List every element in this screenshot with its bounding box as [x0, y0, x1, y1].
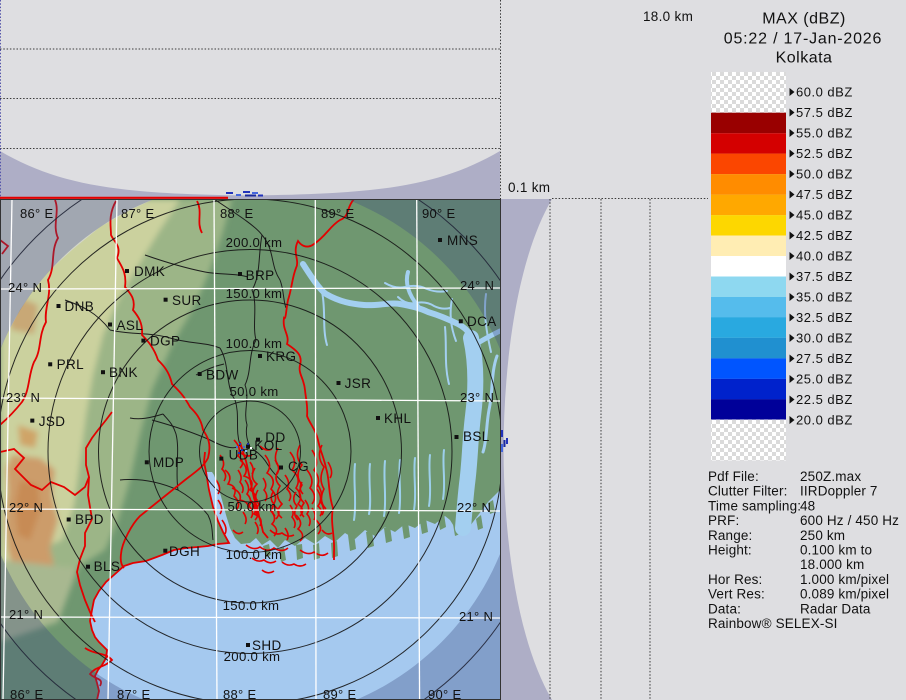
- svg-text:86° E: 86° E: [20, 206, 53, 221]
- svg-text:88° E: 88° E: [223, 687, 256, 700]
- svg-text:BRP: BRP: [246, 268, 275, 283]
- svg-text:200.0 km: 200.0 km: [224, 649, 281, 664]
- svg-text:PRF:: PRF:: [708, 513, 739, 528]
- svg-text:100.0 km: 100.0 km: [226, 336, 283, 351]
- svg-text:600 Hz / 450 Hz: 600 Hz / 450 Hz: [800, 513, 899, 528]
- svg-text:MAX (dBZ): MAX (dBZ): [762, 11, 846, 28]
- svg-text:DNB: DNB: [65, 299, 95, 314]
- svg-text:Kolkata: Kolkata: [776, 50, 833, 67]
- svg-text:60.0 dBZ: 60.0 dBZ: [796, 85, 853, 100]
- svg-text:90° E: 90° E: [428, 687, 461, 700]
- svg-text:250Z.max: 250Z.max: [800, 469, 861, 484]
- svg-text:BNK: BNK: [109, 365, 138, 380]
- svg-text:21° N: 21° N: [459, 609, 493, 624]
- svg-text:IIRDoppler 7: IIRDoppler 7: [800, 484, 878, 499]
- svg-text:37.5 dBZ: 37.5 dBZ: [796, 269, 853, 284]
- svg-text:50.0 dBZ: 50.0 dBZ: [796, 167, 853, 182]
- svg-text:89° E: 89° E: [321, 206, 354, 221]
- svg-text:90° E: 90° E: [422, 206, 455, 221]
- svg-text:18.000 km: 18.000 km: [800, 557, 864, 572]
- svg-text:UDB: UDB: [229, 448, 259, 463]
- svg-text:22.5 dBZ: 22.5 dBZ: [796, 392, 853, 407]
- svg-text:30.0 dBZ: 30.0 dBZ: [796, 331, 853, 346]
- svg-text:50.0 km: 50.0 km: [227, 499, 276, 514]
- svg-text:24° N: 24° N: [8, 280, 42, 295]
- svg-text:MNS: MNS: [447, 233, 478, 248]
- svg-text:DCA: DCA: [467, 314, 497, 329]
- svg-text:DMK: DMK: [134, 264, 165, 279]
- svg-text:25.0 dBZ: 25.0 dBZ: [796, 372, 853, 387]
- svg-text:27.5 dBZ: 27.5 dBZ: [796, 351, 853, 366]
- svg-text:JSD: JSD: [39, 414, 66, 429]
- svg-text:40.0 dBZ: 40.0 dBZ: [796, 249, 853, 264]
- svg-text:Pdf File:: Pdf File:: [708, 469, 759, 484]
- svg-text:57.5 dBZ: 57.5 dBZ: [796, 105, 853, 120]
- svg-text:52.5 dBZ: 52.5 dBZ: [796, 146, 853, 161]
- svg-text:Height:: Height:: [708, 543, 752, 558]
- svg-text:Clutter Filter:: Clutter Filter:: [708, 484, 788, 499]
- svg-text:DD: DD: [265, 430, 285, 445]
- svg-text:200.0 km: 200.0 km: [226, 235, 283, 250]
- svg-text:250 km: 250 km: [800, 528, 845, 543]
- svg-text:Radar Data: Radar Data: [800, 601, 871, 616]
- svg-text:87° E: 87° E: [117, 687, 150, 700]
- svg-text:0.089 km/pixel: 0.089 km/pixel: [800, 587, 889, 602]
- svg-text:18.0 km: 18.0 km: [643, 9, 693, 24]
- svg-text:23° N: 23° N: [460, 390, 494, 405]
- svg-text:Data:: Data:: [708, 601, 741, 616]
- svg-text:45.0 dBZ: 45.0 dBZ: [796, 208, 853, 223]
- svg-text:55.0 dBZ: 55.0 dBZ: [796, 126, 853, 141]
- svg-text:32.5 dBZ: 32.5 dBZ: [796, 310, 853, 325]
- svg-text:Range:: Range:: [708, 528, 752, 543]
- svg-text:DGH: DGH: [169, 544, 200, 559]
- svg-text:0.1 km: 0.1 km: [508, 180, 550, 195]
- svg-text:1.000 km/pixel: 1.000 km/pixel: [800, 572, 889, 587]
- svg-text:22° N: 22° N: [457, 500, 491, 515]
- svg-text:35.0 dBZ: 35.0 dBZ: [796, 290, 853, 305]
- svg-text:PRL: PRL: [57, 357, 85, 372]
- svg-text:50.0 km: 50.0 km: [229, 384, 278, 399]
- svg-text:0.100 km to: 0.100 km to: [800, 543, 872, 558]
- svg-text:150.0 km: 150.0 km: [223, 598, 280, 613]
- svg-text:89° E: 89° E: [323, 687, 356, 700]
- svg-text:05:22 / 17-Jan-2026: 05:22 / 17-Jan-2026: [724, 31, 882, 48]
- svg-text:BPD: BPD: [75, 512, 104, 527]
- svg-text:21° N: 21° N: [9, 607, 43, 622]
- svg-text:ASL: ASL: [117, 318, 144, 333]
- svg-text:100.0 km: 100.0 km: [226, 547, 283, 562]
- svg-text:KHL: KHL: [384, 411, 412, 426]
- svg-text:22° N: 22° N: [9, 500, 43, 515]
- svg-text:23° N: 23° N: [6, 390, 40, 405]
- svg-text:Hor Res:: Hor Res:: [708, 572, 762, 587]
- svg-text:Vert Res:: Vert Res:: [708, 587, 765, 602]
- svg-text:47.5 dBZ: 47.5 dBZ: [796, 187, 853, 202]
- svg-text:86° E: 86° E: [10, 687, 43, 700]
- svg-text:BDW: BDW: [206, 368, 239, 383]
- svg-text:42.5 dBZ: 42.5 dBZ: [796, 228, 853, 243]
- svg-text:20.0 dBZ: 20.0 dBZ: [796, 413, 853, 428]
- svg-text:BLS: BLS: [94, 559, 121, 574]
- svg-text:Rainbow® SELEX-SI: Rainbow® SELEX-SI: [708, 616, 838, 631]
- svg-text:88° E: 88° E: [220, 206, 253, 221]
- svg-text:CG: CG: [288, 459, 309, 474]
- svg-text:JSR: JSR: [345, 376, 372, 391]
- svg-text:150.0 km: 150.0 km: [226, 286, 283, 301]
- svg-text:Time sampling:: Time sampling:: [708, 498, 801, 513]
- svg-text:MDP: MDP: [153, 455, 184, 470]
- svg-text:KOL: KOL: [254, 438, 282, 453]
- svg-text:DGP: DGP: [150, 334, 180, 349]
- svg-text:BSL: BSL: [463, 429, 490, 444]
- svg-text:SUR: SUR: [172, 293, 202, 308]
- svg-text:87° E: 87° E: [121, 206, 154, 221]
- svg-text:KRG: KRG: [266, 349, 296, 364]
- svg-text:SHD: SHD: [252, 638, 282, 653]
- svg-text:24° N: 24° N: [460, 278, 494, 293]
- svg-text:48: 48: [800, 498, 815, 513]
